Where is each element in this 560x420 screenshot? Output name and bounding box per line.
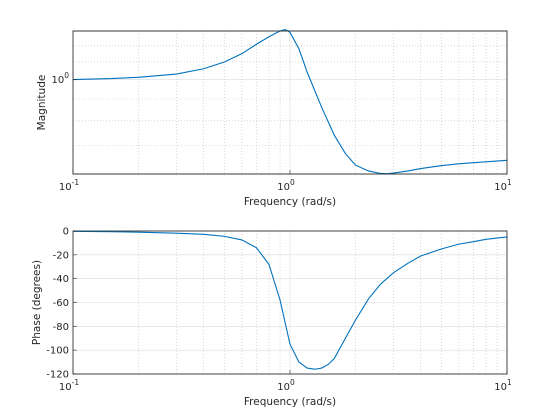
phase-y-axis-label: Phase (degrees): [31, 260, 43, 345]
magnitude-x-tick-label: 101: [494, 178, 512, 193]
magnitude-y-tick-label: 100: [51, 71, 69, 86]
phase-x-tick-label: 10-1: [59, 378, 79, 393]
phase-axes: 10-1 100 101 0 -20 -40 -60 -80 -100 -120 Frequency…: [31, 227, 512, 409]
phase-x-axis-label: Frequency (rad/s): [244, 396, 336, 408]
phase-y-tick-label: -20: [53, 250, 69, 261]
phase-y-tick-label: -100: [46, 346, 69, 357]
magnitude-series-line: [72, 28, 508, 175]
phase-x-tick-label: 101: [494, 378, 512, 393]
magnitude-axes: 10-1 100 101 100 Frequency (rad/s) Magnitude: [36, 28, 512, 208]
phase-y-tick-label: -80: [53, 322, 69, 333]
magnitude-y-axis-label: Magnitude: [36, 75, 48, 131]
phase-x-tick-label: 100: [277, 378, 295, 393]
phase-y-tick-label: 0: [63, 227, 69, 238]
magnitude-x-tick-label: 10-1: [59, 178, 79, 193]
magnitude-x-tick-label: 100: [277, 178, 295, 193]
phase-y-tick-label: -60: [53, 298, 69, 309]
phase-y-tick-label: -40: [53, 274, 69, 285]
phase-y-tick-label: -120: [46, 370, 69, 381]
magnitude-x-axis-label: Frequency (rad/s): [244, 196, 336, 208]
phase-series-line: [72, 230, 508, 370]
